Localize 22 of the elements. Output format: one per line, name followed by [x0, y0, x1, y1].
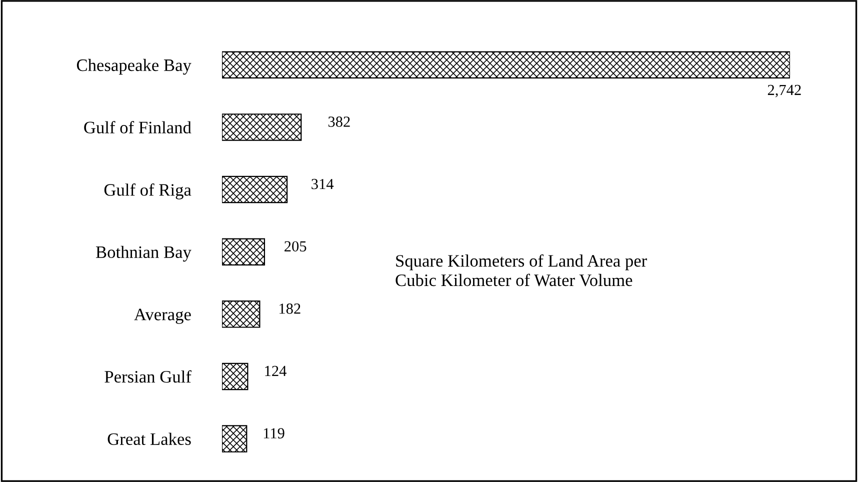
data-label: 314	[312, 178, 334, 190]
data-label: 382	[328, 116, 350, 127]
annotation: Square Kilometers of Land Area per Cubic Kilometer of Water Volume	[396, 254, 647, 286]
data-label: 182	[280, 304, 300, 314]
y-tick-label: Bothnian Bay	[96, 246, 192, 262]
y-tick-label: Gulf of Riga	[104, 183, 192, 200]
bar	[222, 362, 248, 390]
y-tick-label: Great Lakes	[108, 432, 191, 445]
bar	[222, 238, 266, 266]
bar	[222, 300, 260, 328]
data-label: 119	[264, 428, 284, 438]
bar	[222, 114, 302, 141]
y-tick-label: Average	[134, 308, 191, 324]
data-label: 205	[284, 241, 306, 252]
bar	[222, 51, 790, 79]
y-tick-label: Gulf of Finland	[84, 121, 192, 134]
bar	[222, 176, 288, 204]
data-label: 124	[265, 366, 286, 376]
data-label: 2,742	[768, 84, 801, 98]
bar	[222, 425, 248, 452]
y-tick-label: Chesapeake Bay	[76, 58, 192, 75]
y-tick-label: Persian Gulf	[104, 370, 192, 383]
